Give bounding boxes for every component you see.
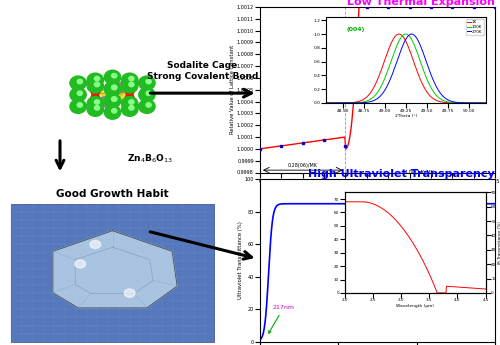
Text: 217nm: 217nm	[268, 305, 294, 333]
Circle shape	[146, 79, 151, 84]
Text: Good Growth Habit: Good Growth Habit	[56, 189, 169, 199]
Circle shape	[77, 91, 82, 96]
Polygon shape	[53, 231, 177, 308]
Circle shape	[87, 79, 104, 93]
Text: 1.00(14)/MK: 1.00(14)/MK	[405, 170, 435, 175]
Circle shape	[94, 77, 100, 81]
Circle shape	[90, 240, 101, 248]
Circle shape	[146, 91, 151, 96]
Circle shape	[129, 106, 134, 110]
Circle shape	[122, 73, 138, 87]
Y-axis label: Ultraviolet Transmittance (%): Ultraviolet Transmittance (%)	[238, 221, 243, 299]
Circle shape	[87, 97, 104, 110]
FancyBboxPatch shape	[12, 204, 213, 342]
Text: High Ultraviolet Transparency: High Ultraviolet Transparency	[308, 169, 495, 179]
Circle shape	[106, 92, 118, 103]
Circle shape	[124, 289, 135, 297]
Polygon shape	[98, 92, 112, 104]
Circle shape	[70, 88, 86, 102]
Text: Sodalite Cage
Strong Covalent Bond: Sodalite Cage Strong Covalent Bond	[147, 61, 258, 81]
Circle shape	[112, 97, 117, 101]
Circle shape	[104, 105, 120, 119]
Circle shape	[77, 79, 82, 84]
Circle shape	[138, 99, 155, 114]
Circle shape	[87, 73, 104, 87]
Circle shape	[122, 102, 138, 116]
Circle shape	[126, 94, 134, 101]
Text: Zn$_4$B$_6$O$_{13}$: Zn$_4$B$_6$O$_{13}$	[127, 152, 172, 165]
Circle shape	[94, 106, 100, 110]
Circle shape	[146, 103, 151, 107]
Circle shape	[104, 82, 120, 96]
Polygon shape	[112, 92, 133, 105]
Circle shape	[108, 103, 117, 110]
Circle shape	[129, 100, 134, 104]
Circle shape	[122, 79, 138, 93]
Circle shape	[91, 88, 100, 96]
Circle shape	[94, 100, 100, 104]
Circle shape	[138, 76, 155, 90]
Circle shape	[112, 73, 117, 78]
Circle shape	[112, 97, 117, 101]
X-axis label: Temperature (K): Temperature (K)	[352, 189, 403, 194]
Circle shape	[129, 77, 134, 81]
Circle shape	[104, 70, 120, 84]
Circle shape	[112, 85, 117, 90]
Circle shape	[104, 93, 120, 108]
Circle shape	[126, 88, 134, 96]
Circle shape	[138, 88, 155, 102]
Circle shape	[129, 82, 134, 87]
Circle shape	[106, 87, 118, 97]
Circle shape	[104, 82, 120, 96]
Circle shape	[112, 85, 117, 90]
Circle shape	[87, 102, 104, 116]
Circle shape	[70, 76, 86, 90]
Y-axis label: IR Transmittance (%): IR Transmittance (%)	[498, 221, 500, 264]
Circle shape	[108, 79, 117, 87]
Circle shape	[94, 82, 100, 87]
Text: 0.28(06)/MK: 0.28(06)/MK	[288, 164, 318, 168]
Circle shape	[112, 109, 117, 113]
Circle shape	[91, 94, 100, 101]
Circle shape	[98, 97, 110, 107]
Text: Low Thermal Expansion: Low Thermal Expansion	[347, 0, 495, 7]
Circle shape	[75, 260, 86, 268]
Circle shape	[122, 97, 138, 110]
Circle shape	[77, 103, 82, 107]
Circle shape	[70, 99, 86, 114]
Polygon shape	[126, 87, 133, 94]
Circle shape	[115, 82, 127, 92]
Y-axis label: Relative Value of Lattice Constant: Relative Value of Lattice Constant	[230, 45, 235, 134]
Circle shape	[104, 93, 120, 108]
Polygon shape	[96, 85, 120, 92]
